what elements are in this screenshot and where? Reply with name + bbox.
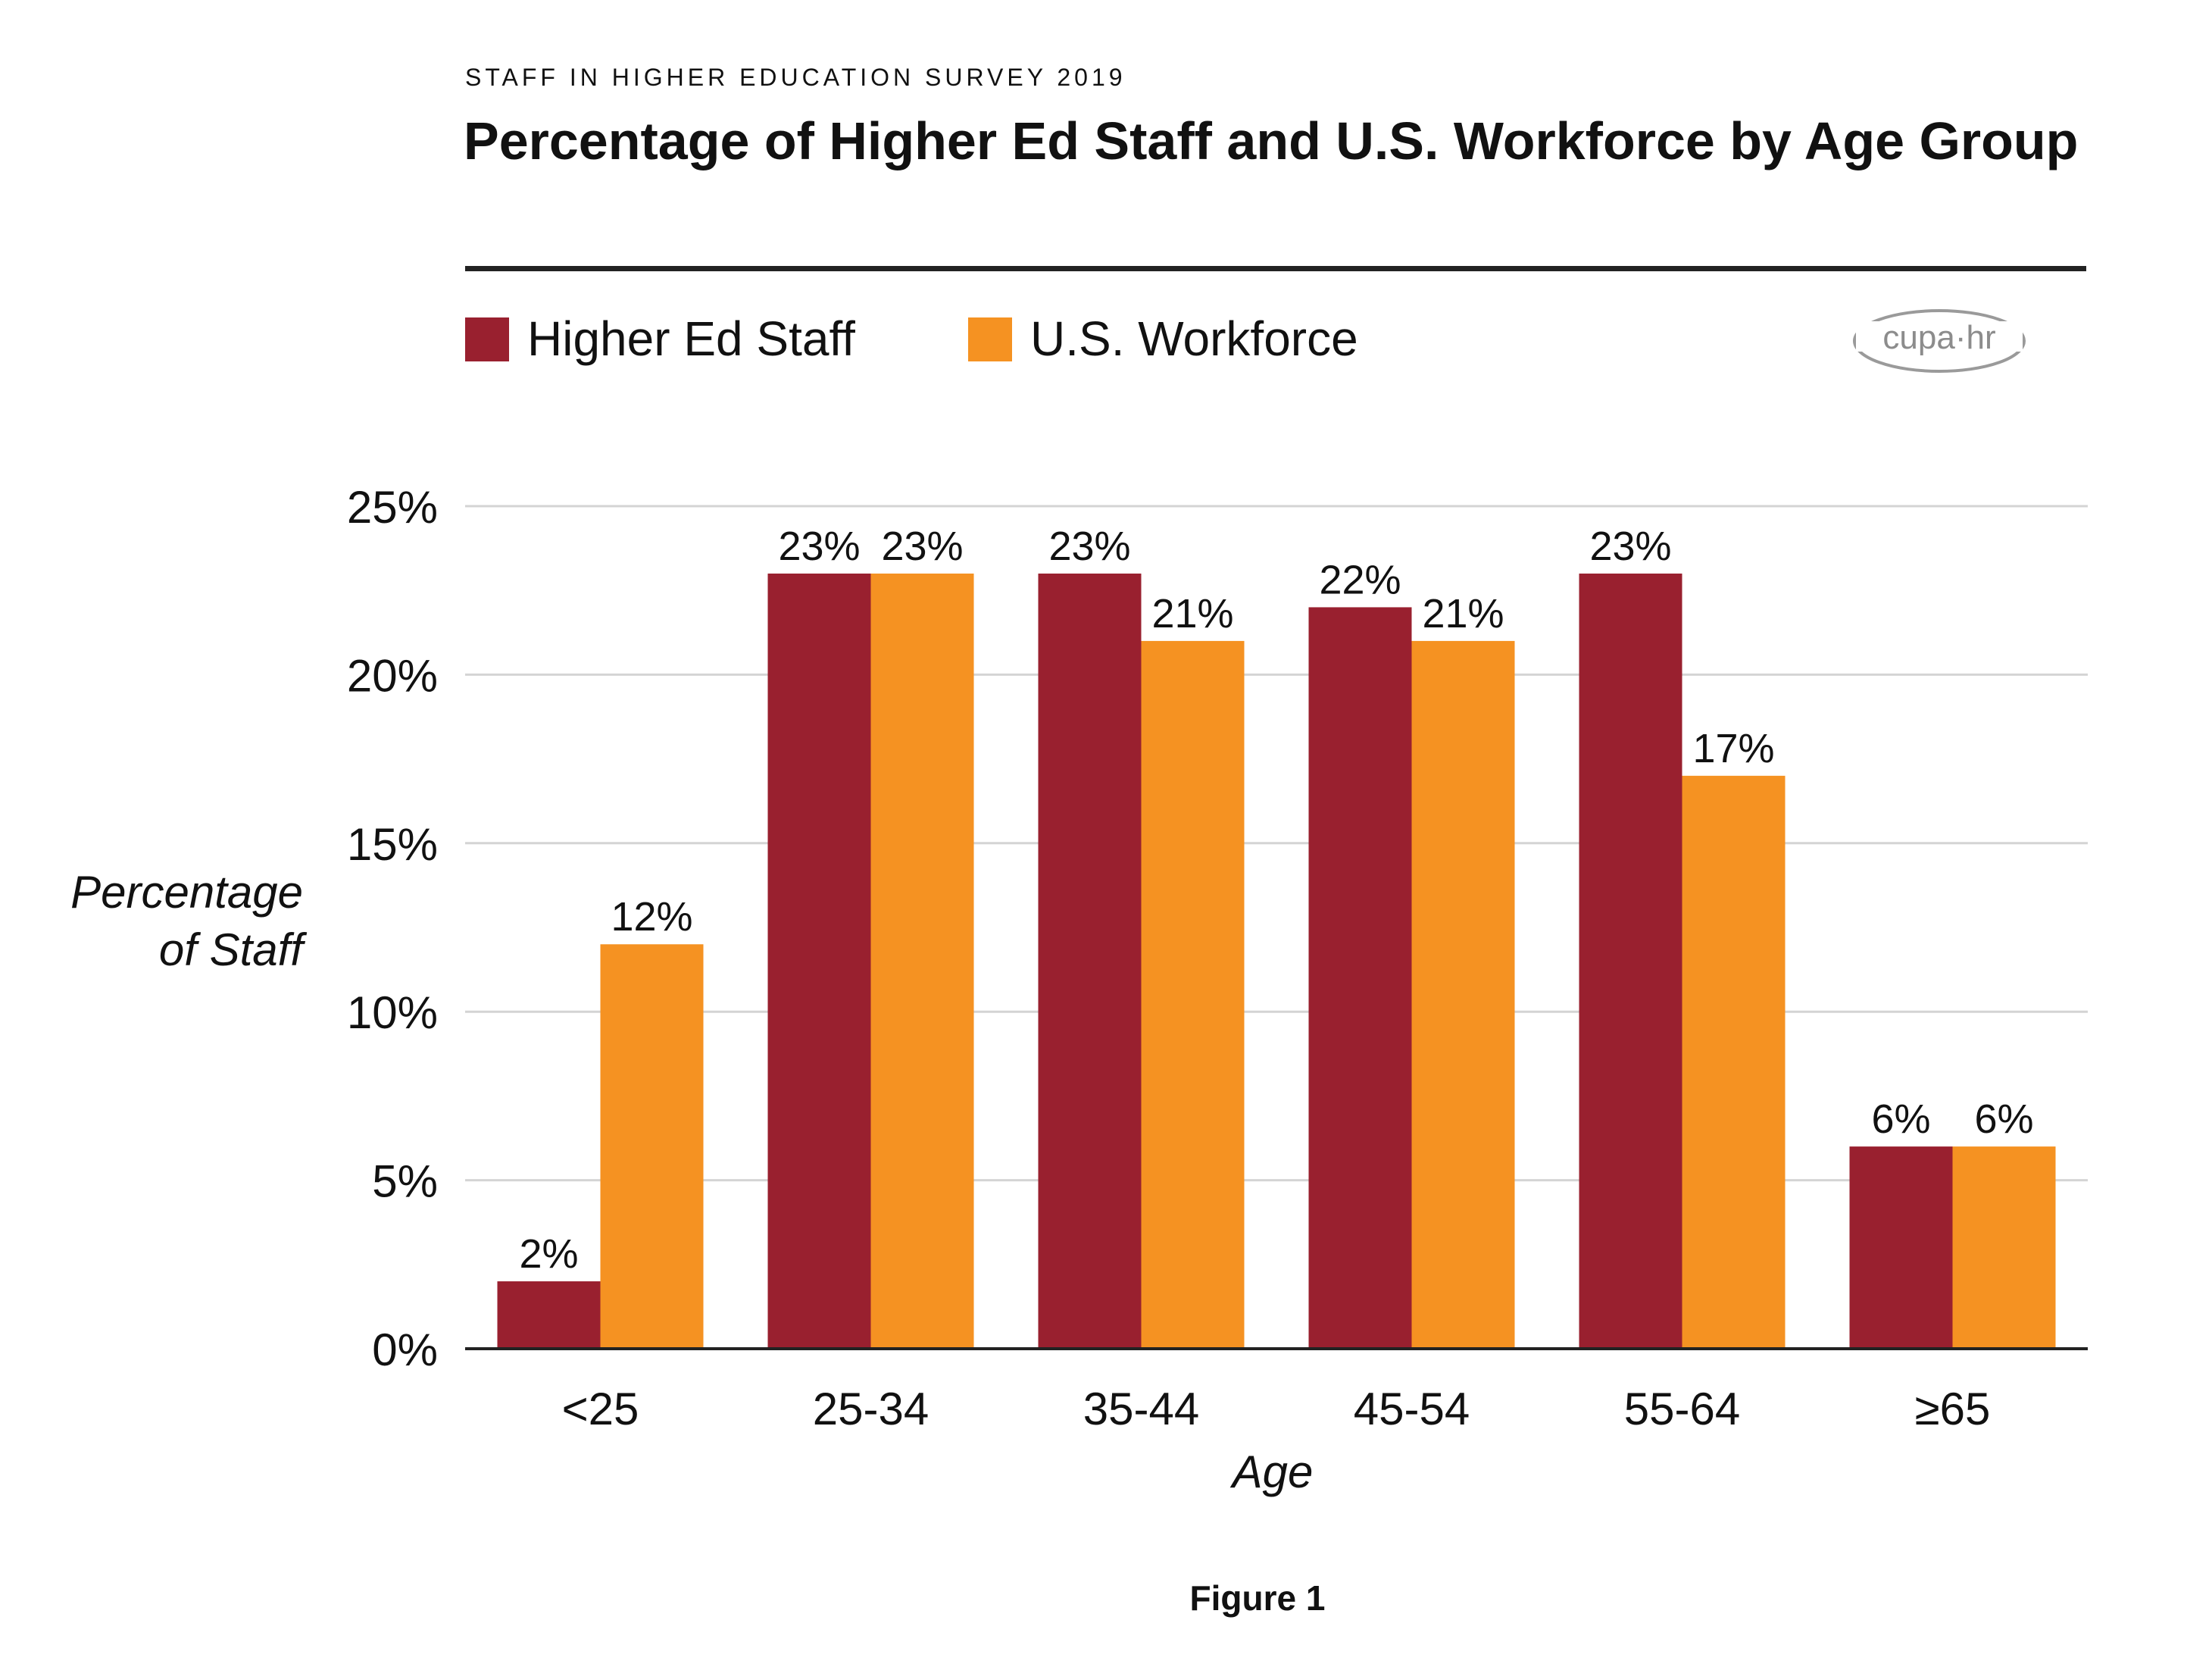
data-label: 17%	[1692, 726, 1774, 771]
legend-label-us-workforce: U.S. Workforce	[1030, 311, 1358, 366]
logo-text: cupa·hr	[1882, 319, 1995, 356]
bar	[767, 573, 871, 1349]
bar	[1308, 607, 1412, 1349]
x-tick-label: ≥65	[1915, 1384, 1991, 1434]
bar	[1141, 640, 1245, 1349]
x-tick-label: 25-34	[813, 1384, 929, 1434]
data-label: 6%	[1871, 1096, 1930, 1142]
y-tick-label: 10%	[347, 987, 438, 1038]
logo-swoosh	[1853, 309, 2026, 373]
bar	[1579, 573, 1682, 1349]
y-tick-label: 5%	[372, 1156, 438, 1207]
bar	[600, 944, 704, 1349]
x-tick-label: 55-64	[1624, 1384, 1740, 1434]
page-title: Percentage of Higher Ed Staff and U.S. W…	[464, 111, 2079, 170]
cupa-hr-logo: cupa·hr	[1853, 309, 2026, 373]
x-tick-label: 45-54	[1354, 1384, 1470, 1434]
bar	[1952, 1146, 2056, 1349]
survey-eyebrow: STAFF IN HIGHER EDUCATION SURVEY 2019	[465, 64, 1126, 91]
x-tick-label: <25	[562, 1384, 639, 1434]
bar	[497, 1281, 601, 1349]
data-label: 23%	[881, 524, 963, 569]
data-label: 12%	[611, 894, 692, 940]
data-label: 23%	[1589, 524, 1671, 569]
data-label: 23%	[778, 524, 860, 569]
data-label: 23%	[1048, 524, 1130, 569]
bar	[1849, 1146, 1953, 1349]
bar	[870, 573, 974, 1349]
y-axis-label: Percentage of Staff	[70, 867, 303, 975]
data-label: 6%	[1974, 1096, 2033, 1142]
bar	[1038, 573, 1142, 1349]
legend-swatch-higher-ed	[465, 317, 509, 361]
legend-label-higher-ed: Higher Ed Staff	[527, 311, 855, 366]
data-label: 2%	[519, 1231, 578, 1277]
data-label: 21%	[1422, 591, 1504, 636]
bar	[1411, 640, 1515, 1349]
x-axis-label: Age	[1232, 1446, 1314, 1497]
x-tick-label: 35-44	[1083, 1384, 1199, 1434]
y-tick-label: 25%	[347, 482, 438, 533]
data-label: 21%	[1151, 591, 1233, 636]
figure-caption: Figure 1	[1189, 1578, 1326, 1618]
logo-mask	[1856, 321, 2023, 352]
data-label: 22%	[1319, 557, 1401, 602]
title-divider	[465, 266, 2086, 271]
y-tick-label: 15%	[347, 819, 438, 870]
bar	[1682, 775, 1786, 1349]
legend-swatch-us-workforce	[968, 317, 1012, 361]
y-tick-label: 20%	[347, 650, 438, 701]
y-tick-label: 0%	[372, 1324, 438, 1375]
